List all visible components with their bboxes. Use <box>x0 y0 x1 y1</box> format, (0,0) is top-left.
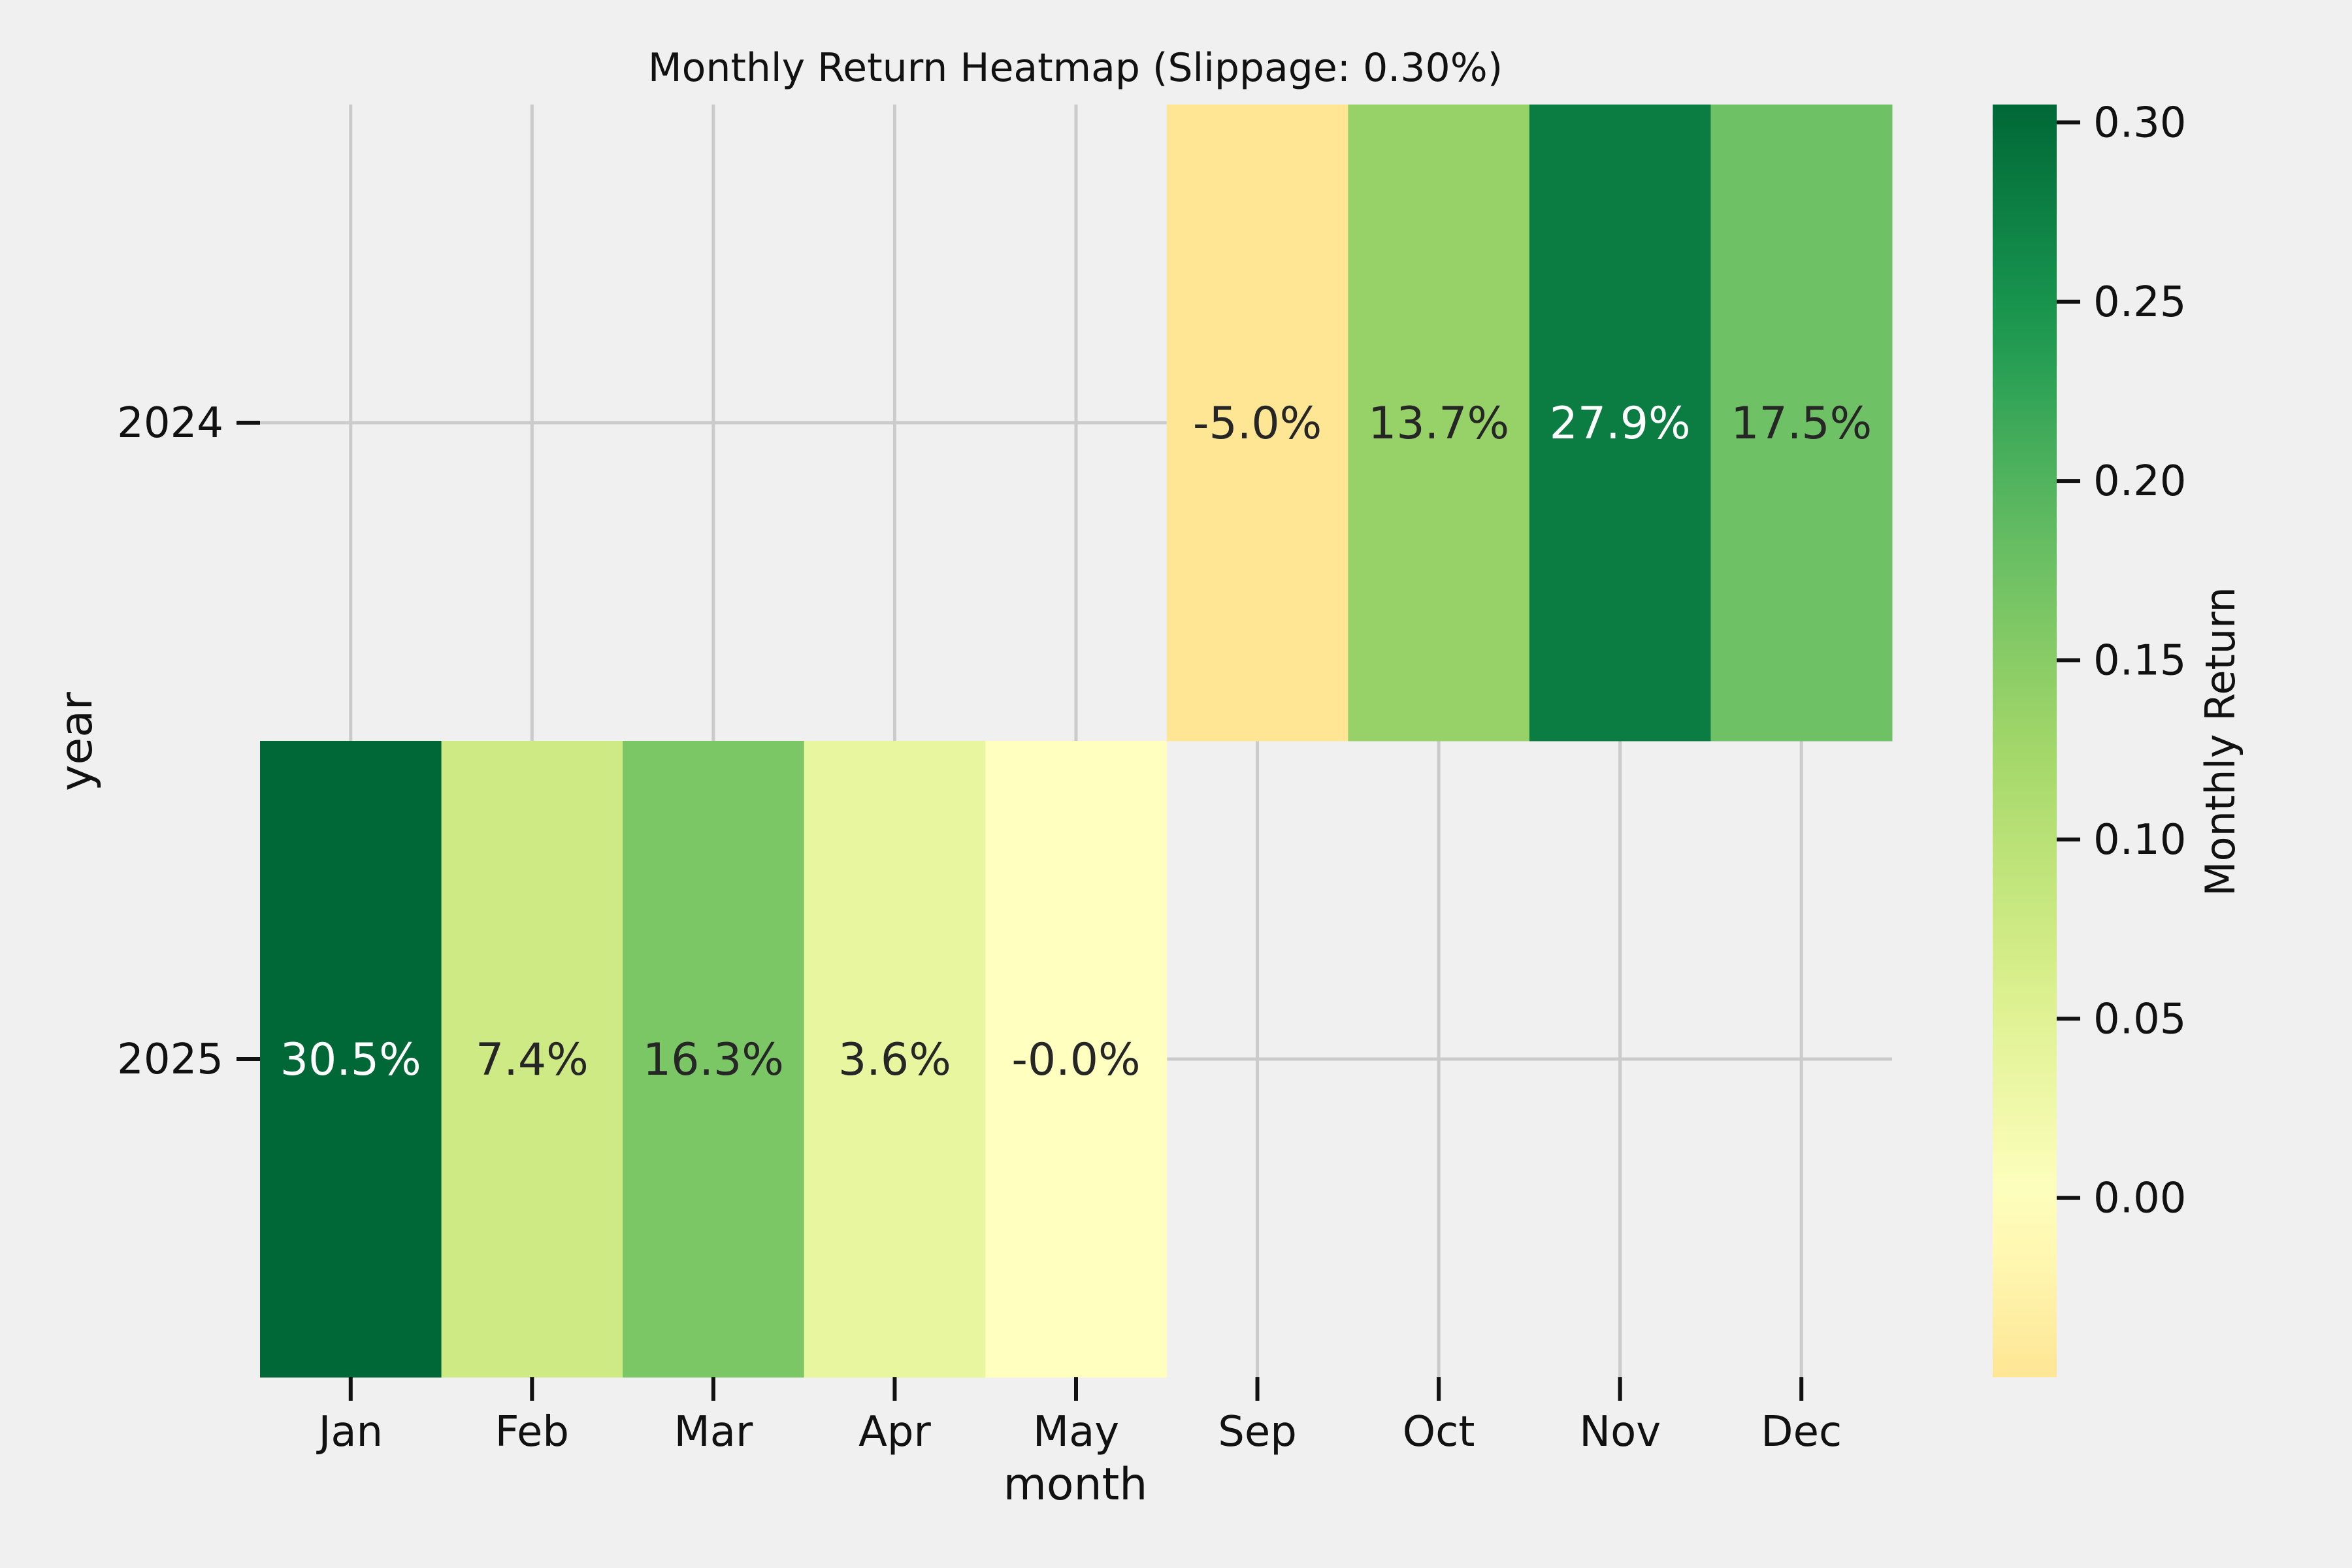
heatmap-cell <box>1166 105 1348 742</box>
heatmap-cell <box>1710 105 1893 742</box>
x-tick-label: Nov <box>1579 1408 1661 1456</box>
x-tick-label: Mar <box>674 1408 753 1456</box>
colorbar-tick-label: 0.10 <box>2093 816 2187 864</box>
cell-value-label: -5.0% <box>1193 398 1322 449</box>
heatmap-cell <box>985 741 1168 1378</box>
cell-value-label: 13.7% <box>1368 398 1509 449</box>
y-tick-label: 2024 <box>117 399 223 448</box>
chart-title: Monthly Return Heatmap (Slippage: 0.30%) <box>648 45 1503 91</box>
colorbar-gradient <box>1993 105 2057 1377</box>
colorbar-tick-label: 0.00 <box>2093 1175 2187 1223</box>
x-axis-label: month <box>1004 1459 1148 1511</box>
y-tick-label: 2025 <box>117 1036 223 1084</box>
colorbar-tick-label: 0.05 <box>2093 995 2187 1043</box>
cell-value-label: -0.0% <box>1011 1034 1140 1086</box>
cell-value-label: 3.6% <box>838 1034 951 1086</box>
heatmap-cell <box>260 741 442 1378</box>
colorbar-label: Monthly Return <box>2197 587 2244 896</box>
x-tick-label: Feb <box>495 1408 569 1456</box>
y-axis-label: year <box>51 692 103 791</box>
heatmap-cell <box>623 741 805 1378</box>
x-tick-label: Oct <box>1403 1408 1475 1456</box>
heatmap-cell <box>1529 105 1711 742</box>
axes: Jan Feb Mar Apr May Sep Oct Nov Dec 2024 2025 <box>117 399 1842 1456</box>
cell-value-label: 7.4% <box>476 1034 589 1086</box>
colorbar: 0.00 0.05 0.10 0.15 0.20 0.25 0.30 <box>1993 99 2187 1377</box>
x-tick-label: Dec <box>1761 1408 1842 1456</box>
colorbar-tick-label: 0.20 <box>2093 457 2187 506</box>
cell-labels: -5.0% 13.7% 27.9% 17.5% 30.5% 7.4% 16.3% 3.6% -0… <box>280 398 1872 1086</box>
x-tick-label: Sep <box>1218 1408 1297 1456</box>
x-tick-label: Jan <box>316 1408 383 1456</box>
heatmap-cell <box>1348 105 1530 742</box>
heatmap-cell <box>804 741 986 1378</box>
colorbar-tick-label: 0.25 <box>2093 278 2187 327</box>
cell-value-label: 16.3% <box>643 1034 784 1086</box>
colorbar-tick-label: 0.30 <box>2093 99 2187 147</box>
cell-value-label: 27.9% <box>1550 398 1691 449</box>
x-tick-label: Apr <box>858 1408 931 1456</box>
x-tick-label: May <box>1033 1408 1119 1456</box>
colorbar-tick-label: 0.15 <box>2093 637 2187 685</box>
heatmap-cell <box>441 741 623 1378</box>
cell-value-label: 30.5% <box>280 1034 421 1086</box>
cell-value-label: 17.5% <box>1731 398 1872 449</box>
heatmap-cells <box>260 105 1893 1378</box>
